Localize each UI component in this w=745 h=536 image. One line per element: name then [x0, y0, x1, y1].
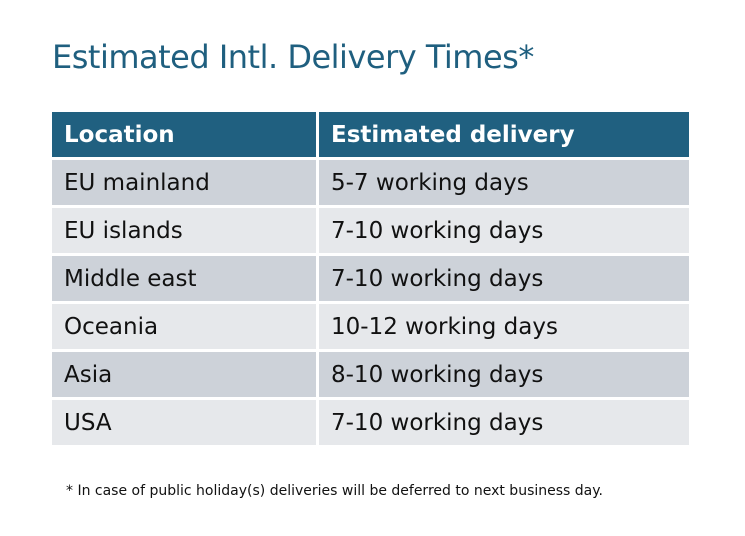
footnote: * In case of public holiday(s) deliverie… — [66, 483, 603, 499]
page-title: Estimated Intl. Delivery Times* — [52, 38, 534, 76]
table-row: EU islands 7-10 working days — [52, 208, 689, 253]
location-cell: Middle east — [52, 256, 316, 301]
table-row: Middle east 7-10 working days — [52, 256, 689, 301]
location-cell: Asia — [52, 352, 316, 397]
delivery-cell: 7-10 working days — [319, 208, 689, 253]
header-estimated-delivery: Estimated delivery — [319, 112, 689, 157]
location-cell: USA — [52, 400, 316, 445]
delivery-cell: 10-12 working days — [319, 304, 689, 349]
delivery-cell: 7-10 working days — [319, 400, 689, 445]
table-header-row: Location Estimated delivery — [52, 112, 689, 157]
delivery-times-table: Location Estimated delivery EU mainland … — [49, 109, 692, 448]
header-location: Location — [52, 112, 316, 157]
location-cell: Oceania — [52, 304, 316, 349]
table-row: USA 7-10 working days — [52, 400, 689, 445]
location-cell: EU mainland — [52, 160, 316, 205]
delivery-cell: 8-10 working days — [319, 352, 689, 397]
table-row: Oceania 10-12 working days — [52, 304, 689, 349]
table-row: EU mainland 5-7 working days — [52, 160, 689, 205]
table-row: Asia 8-10 working days — [52, 352, 689, 397]
delivery-cell: 5-7 working days — [319, 160, 689, 205]
location-cell: EU islands — [52, 208, 316, 253]
delivery-cell: 7-10 working days — [319, 256, 689, 301]
